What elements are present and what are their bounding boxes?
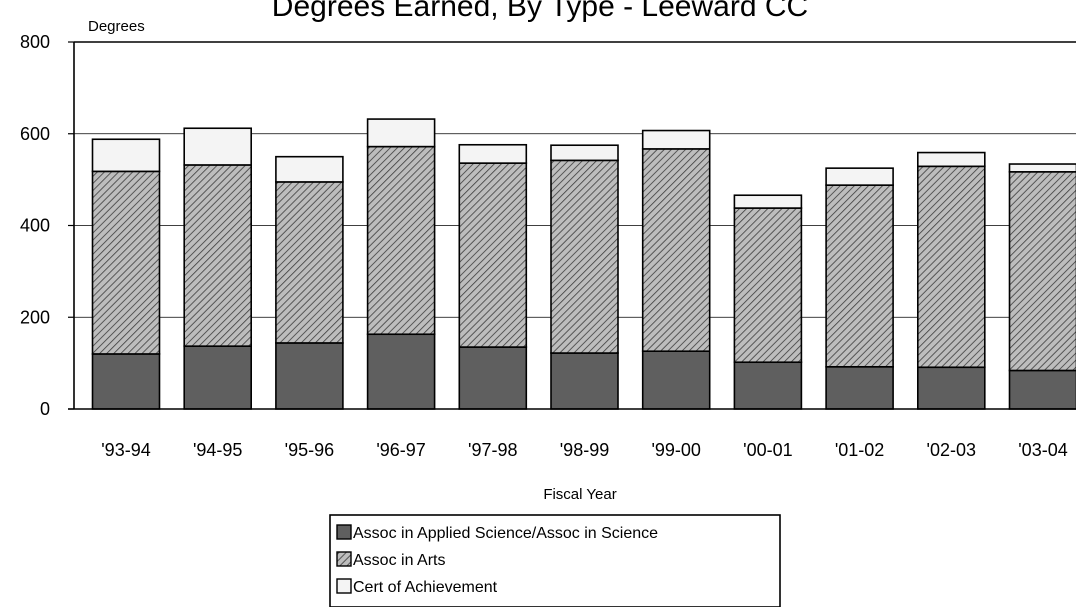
x-tick-label: '95-96 [285,440,334,460]
bar-segment [550,159,619,354]
y-tick-label: 600 [20,124,50,144]
bar-segment [366,145,436,336]
bar-segment [641,350,711,410]
bar-segment [458,143,528,164]
bar-segment [916,366,986,410]
x-tick-label: '01-02 [835,440,884,460]
bar-segment [275,181,344,344]
bar-segment [641,129,711,150]
bar-segment [458,162,528,348]
legend-swatch [336,551,352,567]
chart-title: Degrees Earned, By Type - Leeward CC [272,0,808,23]
bar-segment [183,127,252,166]
legend-box [329,514,781,607]
bar-segment [1008,369,1076,410]
bar-segment [366,118,436,148]
bar-segment [550,144,619,162]
bar-segment [550,352,619,410]
x-tick-label: '93-94 [101,440,150,460]
x-axis-title: Fiscal Year [543,486,616,503]
y-tick-label: 0 [40,399,50,419]
bar-segment [91,170,161,355]
bar-segment [275,342,344,410]
bars [91,118,1076,410]
bar-segment [183,345,252,410]
x-tick-label: '03-04 [1018,440,1067,460]
legend-label: Assoc in Arts [353,552,445,569]
bar-segment [275,155,344,183]
bar-segment [733,194,803,209]
x-tick-label: '97-98 [468,440,517,460]
bar-segment [366,333,436,410]
bar-segment [183,164,252,347]
x-tick-label: '94-95 [193,440,242,460]
legend-label: Cert of Achievement [353,579,498,596]
y-axis-title: Degrees [88,18,145,35]
bar-segment [91,353,161,410]
bar-segment [458,346,528,410]
bar-segment [641,148,711,352]
legend-swatch [336,578,352,594]
x-tick-label: '99-00 [651,440,700,460]
bar-segment [1008,163,1076,173]
axes: 0 200 400 600 800 '93-94 '94-95 '95-96 '96-97 '97… [20,32,1076,460]
legend-swatch [336,524,352,540]
x-tick-label: '96-97 [376,440,425,460]
x-tick-label: '02-03 [927,440,976,460]
bar-segment [916,165,986,369]
x-tick-label: '00-01 [743,440,792,460]
y-tick-label: 400 [20,216,50,236]
y-tick-label: 800 [20,32,50,52]
legend: Assoc in Applied Science/Assoc in Scienc… [329,514,781,607]
bar-segment [1008,171,1076,372]
bar-segment [825,184,894,368]
x-tick-label: '98-99 [560,440,609,460]
y-tick-label: 200 [20,307,50,327]
bar-segment [733,207,803,364]
bar-segment [825,167,894,186]
bar-segment [916,151,986,168]
legend-label: Assoc in Applied Science/Assoc in Scienc… [353,525,658,542]
bar-segment [825,365,894,410]
bar-segment [733,361,803,410]
bar-segment [91,138,161,173]
